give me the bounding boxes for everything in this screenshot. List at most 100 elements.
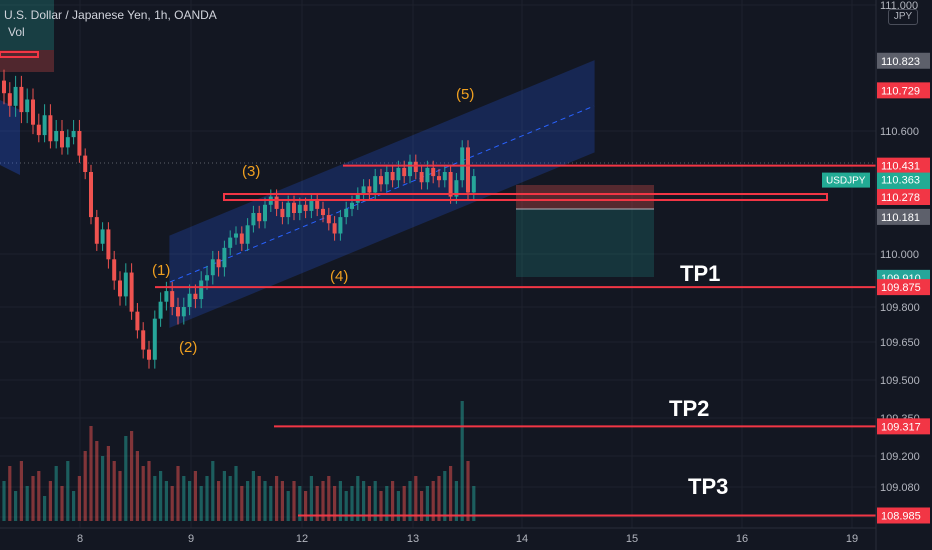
candle-body <box>147 349 151 360</box>
volume-bar <box>408 481 412 521</box>
wave-label-5: (5) <box>456 86 475 103</box>
top-left-green-zone <box>0 0 54 50</box>
volume-bar <box>251 471 255 521</box>
volume-bar <box>37 471 41 521</box>
tag-entry-bg <box>877 189 930 206</box>
volume-bar <box>66 461 70 521</box>
tag-resistance: 110.431 <box>881 161 920 173</box>
candle-body <box>141 330 146 350</box>
volume-bar <box>333 486 337 521</box>
price-tick-label: 109.500 <box>880 375 920 387</box>
tag-resistance-bg <box>877 157 930 174</box>
volume-bar <box>141 466 145 521</box>
candle-body <box>274 196 279 209</box>
candle-body <box>187 293 192 307</box>
volume-bar <box>315 486 319 521</box>
candle-body <box>297 204 302 213</box>
candle-body <box>396 167 401 181</box>
candle-body <box>338 217 343 234</box>
volume-indicator-label[interactable]: Vol <box>8 25 25 39</box>
candle-body <box>112 259 117 281</box>
volume-bar <box>338 481 342 521</box>
volume-bar <box>130 431 134 521</box>
volume-bar <box>246 481 250 521</box>
candle-body <box>123 272 128 297</box>
volume-bar <box>275 476 279 521</box>
volume-bar <box>379 491 383 521</box>
candle-body <box>135 311 140 331</box>
wave-label-4: (4) <box>330 268 349 285</box>
top-left-zone <box>0 0 54 175</box>
tag-upper-gray: 110.823 <box>881 56 920 68</box>
volume-bar <box>124 436 128 521</box>
volume-bar <box>159 471 163 521</box>
volume-bar <box>257 476 261 521</box>
candle-body <box>326 215 331 224</box>
candle-body <box>384 172 389 185</box>
volume-bar <box>396 491 400 521</box>
time-axis[interactable]: 8 9 12 13 14 15 16 19 <box>0 527 876 545</box>
candle-body <box>129 272 134 312</box>
candle-body <box>367 186 372 193</box>
volume-bar <box>106 446 110 521</box>
price-tick-label: 109.650 <box>880 337 920 349</box>
risk-reward-box[interactable] <box>516 185 654 277</box>
volume-bar <box>164 481 168 521</box>
volume-bar <box>19 461 23 521</box>
candle-body <box>437 176 441 181</box>
volume-bar <box>101 456 105 521</box>
volume-bar <box>188 481 192 521</box>
candle-body <box>257 213 262 222</box>
tag-upper-gray-bg <box>877 52 930 69</box>
volume-bar <box>437 476 441 521</box>
price-tags: 110.823110.729110.431USDJPY110.36326:551… <box>822 52 930 524</box>
volume-bar <box>460 401 464 521</box>
symbol-title: U.S. Dollar / Japanese Yen, 1h, OANDA <box>4 8 217 22</box>
candle-body <box>164 291 169 302</box>
horizontal-levels[interactable] <box>155 164 876 517</box>
candle-body <box>425 167 430 183</box>
candle-body <box>13 86 18 106</box>
candle-body <box>36 124 41 136</box>
candle-body <box>19 86 24 113</box>
candle-body <box>106 229 111 260</box>
candle-body <box>118 280 122 297</box>
candle-body <box>71 131 76 138</box>
volume-bar <box>89 426 93 521</box>
tp1-label: TP1 <box>680 261 721 286</box>
time-tick-label: 14 <box>516 533 528 545</box>
candle-body <box>176 307 180 317</box>
volume-bar <box>280 481 284 521</box>
time-tick-label: 9 <box>188 533 194 545</box>
candle-body <box>170 291 175 307</box>
candle-body <box>152 318 157 360</box>
volume-bar <box>402 486 406 521</box>
tag-tp2: 109.317 <box>881 421 921 433</box>
price-tick-label: 110.600 <box>880 126 919 138</box>
profit-zone <box>516 209 654 277</box>
candle-body <box>344 208 349 218</box>
wave-label-1: (1) <box>152 262 171 279</box>
time-tick-label: 12 <box>296 533 308 545</box>
candle-body <box>2 80 6 94</box>
candle-body <box>361 186 366 195</box>
candle-body <box>222 247 227 268</box>
candle-body <box>205 275 209 281</box>
candle-body <box>216 259 221 268</box>
volume-bar <box>292 481 296 521</box>
candle-body <box>315 200 320 209</box>
stop-loss-zone <box>516 185 654 209</box>
candle-body <box>454 180 459 197</box>
volume-bar <box>344 491 348 521</box>
volume-bar <box>286 491 290 521</box>
top-left-red-line <box>0 51 39 58</box>
volume-bar <box>356 476 360 521</box>
volume-bar <box>373 481 377 521</box>
candle-body <box>442 172 447 181</box>
candle-body <box>7 93 12 106</box>
candle-body <box>199 280 204 300</box>
volume-bar <box>54 466 58 521</box>
price-tick-label: 110.000 <box>880 249 919 261</box>
currency-badge[interactable]: JPY <box>888 9 918 25</box>
